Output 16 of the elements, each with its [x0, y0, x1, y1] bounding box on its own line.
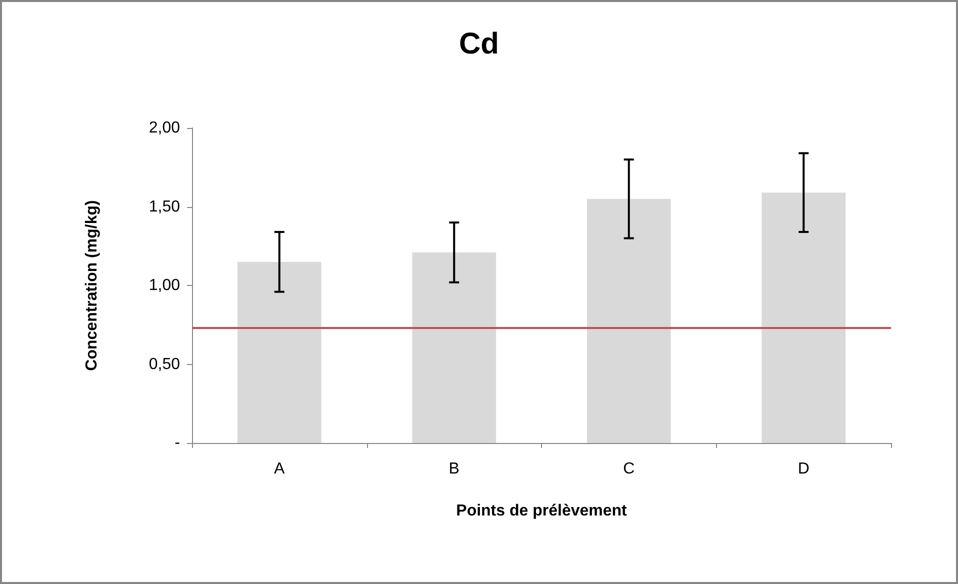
x-tick-label: D	[798, 460, 810, 478]
bar	[762, 192, 846, 443]
x-tick-label: A	[274, 460, 286, 478]
chart-title: Cd	[459, 28, 499, 60]
y-tick-label: 1,00	[148, 277, 180, 294]
bar	[412, 252, 496, 443]
y-tick-label: 2,00	[148, 120, 180, 136]
x-axis-title: Points de prélèvement	[456, 502, 628, 520]
x-tick-label: B	[448, 460, 460, 478]
y-tick-label: 0,50	[148, 356, 180, 373]
y-axis-title: Concentration (mg/kg)	[84, 200, 100, 371]
bar	[586, 198, 671, 443]
y-tick-label: 1,50	[148, 198, 180, 216]
bar	[237, 262, 322, 443]
y-tick-label: -	[174, 434, 180, 452]
x-tick-label: C	[623, 460, 635, 478]
